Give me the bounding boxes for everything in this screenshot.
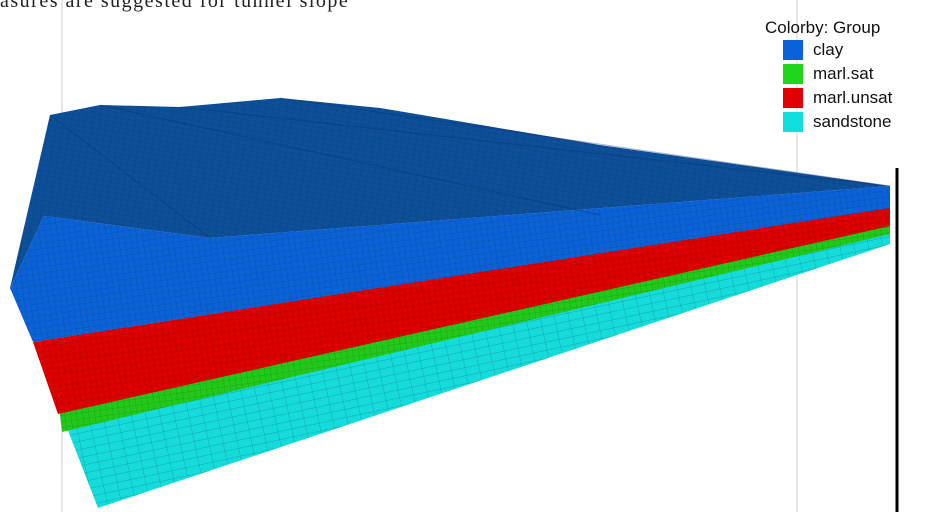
legend-item-marl-sat: marl.sat xyxy=(783,62,949,86)
layer-marl-unsat xyxy=(33,207,890,414)
legend-swatch-sandstone xyxy=(783,112,803,132)
legend-label-sandstone: sandstone xyxy=(813,112,892,131)
legend-label-clay: clay xyxy=(813,40,844,59)
layer-sandstone xyxy=(62,233,890,508)
layer-clay-side xyxy=(10,186,890,342)
legend-swatch-clay xyxy=(783,40,803,60)
legend-item-clay: clay xyxy=(783,38,949,62)
legend-swatch-marl-unsat xyxy=(783,88,803,108)
legend-item-sandstone: sandstone xyxy=(783,110,949,134)
layer-clay-top xyxy=(10,97,891,288)
legend: Colorby: Group clay marl.sat marl.unsat … xyxy=(765,18,949,134)
layer-marl-sat xyxy=(58,224,890,432)
legend-label-marl-sat: marl.sat xyxy=(813,64,874,83)
caption-text: asures are suggested for tunnel slope xyxy=(0,0,350,12)
legend-title: Colorby: Group xyxy=(765,18,881,37)
legend-item-marl-unsat: marl.unsat xyxy=(783,86,949,110)
legend-swatch-marl-sat xyxy=(783,64,803,84)
legend-label-marl-unsat: marl.unsat xyxy=(813,88,893,107)
